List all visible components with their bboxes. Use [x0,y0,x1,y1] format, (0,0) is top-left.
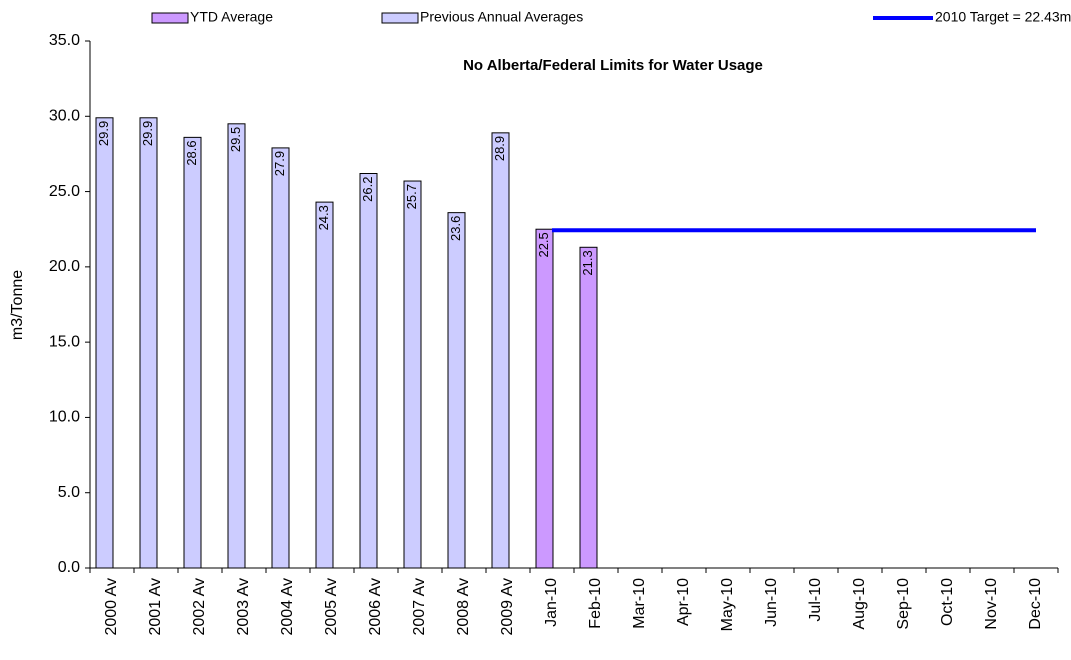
y-tick-label: 15.0 [49,333,80,350]
bar [271,147,290,569]
x-tick-label: May-10 [719,578,736,631]
x-tick-label: 2009 Av [499,578,516,636]
annotation: No Alberta/Federal Limits for Water Usag… [463,57,763,74]
data-label: 29.9 [140,121,155,146]
x-tick-label: 2001 Av [147,578,164,636]
y-tick-label: 20.0 [49,258,80,275]
y-tick-label: 35.0 [49,32,80,49]
data-label: 28.9 [492,136,507,161]
x-tick-label: Oct-10 [939,578,956,626]
x-tick-label: 2008 Av [455,578,472,636]
legend-label: Previous Annual Averages [420,9,583,25]
x-tick-label: 2005 Av [323,578,340,636]
y-tick-label: 30.0 [49,108,80,125]
data-label: 28.6 [184,140,199,165]
data-label: 29.5 [228,127,243,152]
x-tick-label: Jan-10 [543,578,560,627]
x-tick-label: Dec-10 [1027,578,1044,630]
x-tick-label: Nov-10 [983,578,1000,630]
bar [491,132,510,569]
x-tick-label: Sep-10 [895,578,912,630]
x-tick-label: Mar-10 [631,578,648,629]
bar [315,201,334,569]
data-label: 27.9 [272,151,287,176]
x-tick-label: 2003 Av [235,578,252,636]
legend-swatch [151,12,189,24]
x-tick-label: 2007 Av [411,578,428,636]
x-tick-label: Jun-10 [763,578,780,627]
x-tick-label: 2006 Av [367,578,384,636]
data-label: 23.6 [448,216,463,241]
bar [579,246,598,569]
data-label: 22.5 [536,232,551,257]
bar [139,117,158,569]
y-tick-label: 10.0 [49,409,80,426]
y-axis-label: m3/Tonne [9,270,26,340]
data-label: 21.3 [580,250,595,275]
y-tick-label: 25.0 [49,183,80,200]
x-tick-label: 2004 Av [279,578,296,636]
bar [227,123,246,569]
bar [359,173,378,569]
x-tick-label: Aug-10 [851,578,868,630]
y-tick-label: 5.0 [58,484,80,501]
bar [95,117,114,569]
legend-label: 2010 Target = 22.43m3/t [935,9,1071,25]
x-tick-label: 2000 Av [103,578,120,636]
x-tick-label: Apr-10 [675,578,692,626]
x-tick-label: Jul-10 [807,578,824,622]
x-tick-label: 2002 Av [191,578,208,636]
bar [403,180,422,569]
x-tick-label: Feb-10 [587,578,604,629]
bar [447,212,466,569]
bar [535,228,554,569]
legend-label: YTD Average [190,9,273,25]
data-label: 25.7 [404,184,419,209]
data-label: 26.2 [360,177,375,202]
y-tick-label: 0.0 [58,559,80,576]
bar [183,136,202,569]
data-label: 24.3 [316,205,331,230]
legend-swatch [381,12,419,24]
data-label: 29.9 [96,121,111,146]
